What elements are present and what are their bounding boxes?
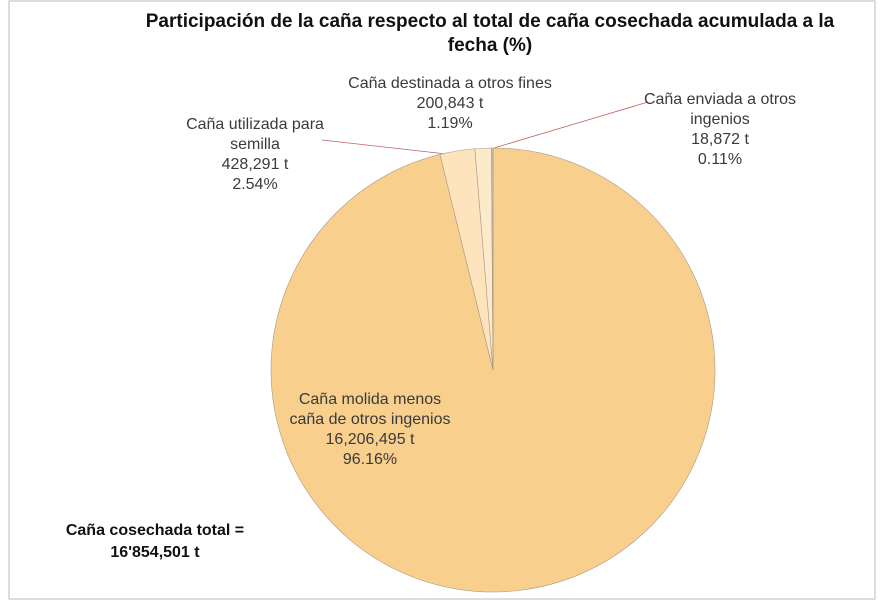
category-label: Caña enviada a otros ingenios	[643, 91, 797, 128]
leader-line	[321, 139, 456, 156]
tonnage-label: 16,206,495 t	[325, 431, 415, 448]
frame	[8, 0, 876, 600]
slice-label: Caña utilizada para semilla 428,291 t 2.54…	[185, 115, 325, 195]
chart-title: Participación de la caña respecto al tot…	[145, 11, 835, 56]
leader-line	[493, 101, 649, 149]
value-label: 1.19%	[427, 115, 473, 132]
category-label: Caña utilizada para semilla	[186, 116, 324, 153]
tonnage-label: 18,872 t	[691, 131, 749, 148]
annotation: Caña cosechada total = 16'854,501 t	[65, 522, 245, 561]
slice-label: Caña molida menos caña de otros ingenios…	[285, 390, 455, 470]
value-label: 2.54%	[232, 176, 278, 193]
category-label: Caña destinada a otros fines	[348, 75, 552, 92]
value-label: 96.16%	[342, 451, 398, 468]
tonnage-label: 428,291 t	[221, 156, 289, 173]
slice-label: Caña enviada a otros ingenios 18,872 t 0.1…	[640, 90, 800, 170]
value-label: 0.11%	[697, 151, 743, 168]
pie-slice	[491, 147, 494, 371]
tonnage-label: 200,843 t	[416, 95, 484, 112]
category-label: Caña molida menos caña de otros ingenios	[289, 391, 451, 428]
slice-label: Caña destinada a otros fines 200,843 t 1.1…	[330, 74, 570, 134]
